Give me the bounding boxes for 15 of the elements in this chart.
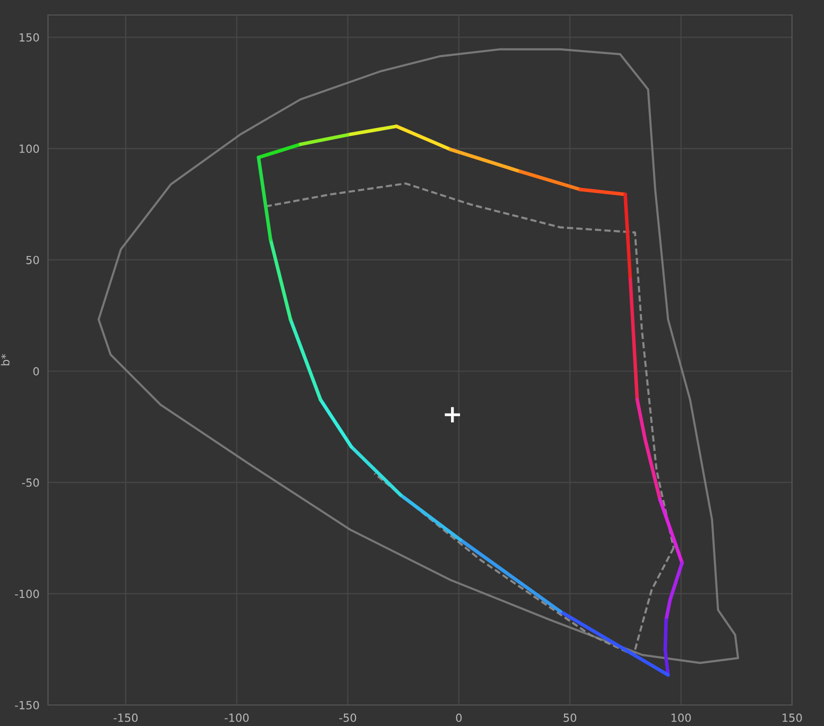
- y-tick-label: -50: [22, 478, 39, 487]
- x-tick-label: 150: [782, 714, 802, 722]
- x-tick-label: 50: [564, 714, 576, 722]
- y-axis-title: b*: [0, 354, 10, 366]
- x-tick-label: 100: [672, 714, 691, 722]
- x-tick-label: -50: [339, 714, 356, 722]
- x-tick-label: -100: [224, 714, 249, 722]
- y-tick-label: 0: [33, 367, 39, 376]
- y-tick-label: 100: [20, 144, 39, 153]
- y-tick-label: 150: [20, 33, 39, 42]
- y-tick-label: -100: [14, 590, 39, 598]
- y-tick-label: 50: [26, 256, 39, 264]
- x-tick-label: 0: [456, 714, 462, 722]
- x-tick-label: -150: [114, 714, 138, 722]
- y-tick-label: -150: [14, 700, 39, 710]
